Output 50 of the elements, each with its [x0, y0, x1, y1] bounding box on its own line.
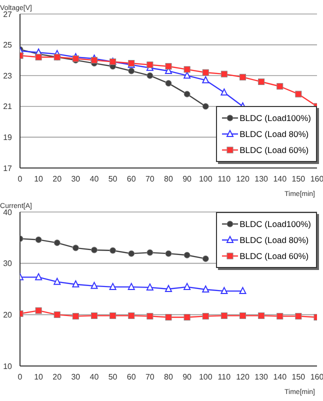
x-tick-label: 0: [18, 372, 23, 382]
x-tick-label: 130: [254, 174, 269, 184]
x-tick-label: 60: [126, 372, 136, 382]
y-tick-label: 40: [3, 208, 13, 217]
y-tick-label: 17: [3, 164, 13, 173]
y-tick-label: 21: [3, 102, 13, 112]
x-tick-label: 40: [90, 372, 100, 382]
x-tick-label: 90: [182, 372, 192, 382]
x-tick-label: 120: [236, 372, 250, 382]
x-tick-label: 10: [34, 174, 44, 184]
x-tick-label: 130: [254, 372, 269, 382]
y-tick-label: 30: [3, 259, 13, 268]
x-tick-label: 80: [164, 174, 174, 184]
x-tick-label: 140: [273, 174, 288, 184]
legend-label: BLDC (Load100%): [240, 219, 311, 229]
y-tick-label: 19: [3, 133, 13, 142]
x-tick-label: 20: [52, 174, 62, 184]
x-tick-label: 0: [18, 174, 23, 184]
y-tick-label: 25: [3, 40, 13, 50]
legend-label: BLDC (Load 80%): [240, 129, 309, 139]
x-tick-label: 160: [310, 174, 323, 184]
x-tick-label: 70: [145, 372, 155, 382]
x-tick-label: 100: [198, 372, 213, 382]
x-tick-label: 40: [90, 174, 100, 184]
x-tick-label: 150: [292, 174, 306, 184]
y-tick-label: 23: [3, 71, 13, 80]
x-tick-label: 30: [71, 372, 81, 382]
x-tick-label: 160: [310, 372, 323, 382]
x-tick-label: 60: [126, 174, 136, 184]
legend-label: BLDC (Load 80%): [240, 235, 309, 245]
x-tick-label: 70: [145, 174, 155, 184]
y-tick-label: 20: [3, 310, 13, 320]
x-tick-label: 100: [198, 174, 213, 184]
x-tick-label: 120: [236, 174, 250, 184]
x-tick-label: 150: [292, 372, 306, 382]
x-tick-label: 110: [218, 174, 232, 184]
x-tick-label: 50: [108, 174, 118, 184]
x-tick-label: 90: [182, 174, 192, 184]
x-tick-label: 30: [71, 174, 81, 184]
legend-label: BLDC (Load 60%): [240, 251, 309, 261]
x-tick-label: 140: [273, 372, 288, 382]
y-tick-label: 27: [3, 10, 13, 19]
y-tick-label: 10: [3, 362, 13, 371]
x-tick-label: 50: [108, 372, 118, 382]
x-tick-label: 20: [52, 372, 62, 382]
legend-label: BLDC (Load 60%): [240, 145, 309, 155]
legend-label: BLDC (Load100%): [240, 113, 311, 123]
x-tick-label: 80: [164, 372, 174, 382]
x-tick-label: 10: [34, 372, 44, 382]
x-tick-label: 110: [218, 372, 232, 382]
